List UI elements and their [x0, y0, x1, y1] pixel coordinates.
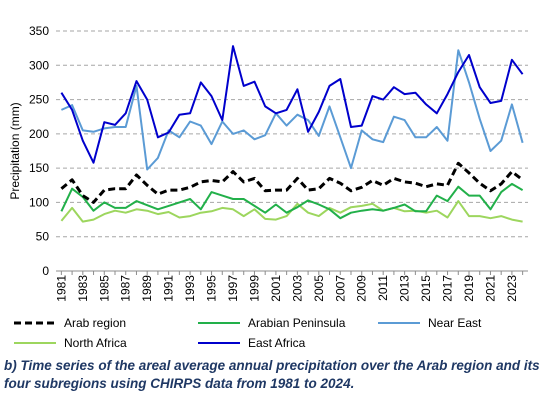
x-tick-label: 1997 — [226, 275, 240, 302]
x-tick-label: 2015 — [419, 275, 433, 302]
legend-label-near-east: Near East — [428, 316, 482, 330]
x-tick-label: 2023 — [505, 275, 519, 302]
x-tick-label: 1983 — [76, 275, 90, 302]
series-lines — [60, 45, 524, 223]
y-tick-label: 50 — [36, 230, 50, 244]
x-tick-label: 2001 — [269, 275, 283, 302]
x-tick-label: 2013 — [398, 275, 412, 302]
caption-label: b) — [4, 358, 17, 373]
x-tick-label: 1991 — [162, 275, 176, 302]
y-axis-title: Precipitation (mm) — [8, 102, 22, 199]
x-tick-label: 1987 — [119, 275, 133, 302]
series-line-east-africa — [60, 45, 524, 164]
legend-label-east-africa: East Africa — [248, 336, 306, 350]
legend: Arab region Arabian Peninsula Near East Nor… — [14, 316, 482, 350]
x-tick-label: 1999 — [247, 275, 261, 302]
x-tick-label: 1993 — [183, 275, 197, 302]
x-tick-label: 1989 — [140, 275, 154, 302]
series-line-near-east — [60, 49, 524, 171]
y-tick-label: 0 — [42, 264, 49, 278]
x-tick-label: 2011 — [376, 275, 390, 301]
y-tick-label: 200 — [29, 127, 49, 141]
x-tick-label: 2017 — [441, 275, 455, 302]
axes: 0 50 100 150 200 250 300 350 1981 1983 1985 1987 198… — [8, 24, 528, 302]
x-tick-label: 2019 — [462, 275, 476, 302]
y-tick-label: 250 — [29, 93, 49, 107]
y-tick-label: 150 — [29, 161, 49, 175]
x-tick-label: 1981 — [54, 275, 68, 302]
x-tick-label: 2005 — [312, 275, 326, 302]
series-line-arab-region — [60, 161, 524, 204]
x-tick-label: 2003 — [290, 275, 304, 302]
x-tick-label: 2021 — [483, 275, 497, 302]
x-tick-label: 2009 — [355, 275, 369, 302]
legend-label-north-africa: North Africa — [64, 336, 127, 350]
series-line-arabian-peninsula — [60, 182, 524, 220]
legend-label-arab-region: Arab region — [64, 316, 126, 330]
figure-caption: b) Time series of the areal average annu… — [4, 357, 552, 393]
legend-label-arabian-peninsula: Arabian Peninsula — [248, 316, 346, 330]
x-tick-label: 1995 — [205, 275, 219, 302]
x-tick-label: 2007 — [333, 275, 347, 302]
x-tick-label: 1985 — [97, 275, 111, 302]
y-tick-label: 100 — [29, 195, 49, 209]
y-tick-label: 300 — [29, 58, 49, 72]
caption-text: Time series of the areal average annual … — [4, 358, 540, 391]
y-tick-label: 350 — [29, 24, 49, 38]
